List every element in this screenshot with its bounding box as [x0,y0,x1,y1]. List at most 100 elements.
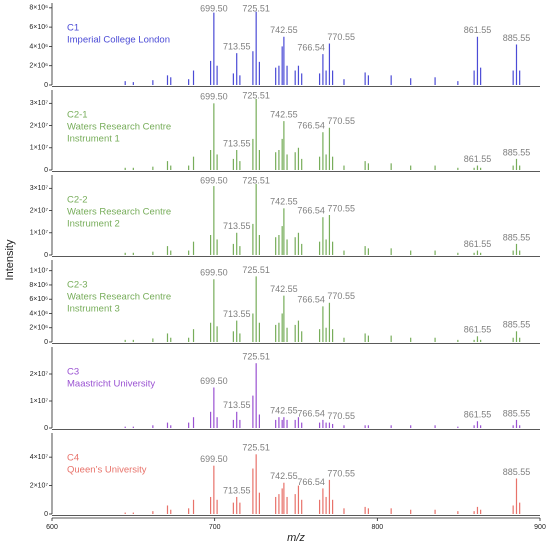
peak [515,44,518,85]
peak-label: 885.55 [503,232,531,242]
peak [297,147,300,170]
peak [343,508,345,514]
peak-label: 861.55 [464,154,492,164]
y-tick-label: 2×10⁷ [30,207,49,214]
peak [434,165,436,170]
peak [275,419,277,428]
panel-subtitle: Instrument 1 [67,134,120,145]
peak-label: 766.54 [297,43,325,53]
peak [188,422,190,428]
peak [152,338,154,342]
peak [322,54,324,85]
panel-title: C1 [67,23,79,34]
peak [188,250,190,255]
peak [213,103,215,170]
peak [258,492,260,514]
y-tick-label: 2×10⁶ [29,325,48,332]
peak [192,156,195,170]
peak [364,246,366,255]
peak [322,419,324,428]
peak [166,161,169,170]
peak [258,235,260,255]
peak [170,165,172,170]
peak [216,65,218,85]
peak [239,246,241,255]
peak [322,306,324,342]
peak-label: 725.51 [242,3,270,13]
peak [519,425,521,428]
peak [236,320,238,342]
peak [124,426,126,428]
peak [480,167,482,170]
panel-title: C2-3 [67,280,88,291]
peak-label: 713.55 [223,42,251,52]
peak [132,339,134,342]
peak [232,502,234,514]
peak-label: 766.54 [297,206,325,216]
peak [318,156,321,170]
peak [239,333,241,342]
peak [328,215,331,255]
peak [192,417,195,428]
peak [297,417,300,428]
peak [132,167,134,170]
peak [210,496,212,514]
y-tick-label: 0 [44,82,48,89]
peak [301,499,303,514]
panel-subtitle: Waters Research Centre [67,122,171,133]
peak [294,494,296,514]
peak [328,127,331,170]
y-tick-label: 6×10⁶ [29,296,48,303]
peak [476,336,479,342]
y-tick-label: 2×10⁶ [29,63,48,70]
panel-subtitle: Instrument 2 [67,219,120,230]
peak [512,337,514,342]
peak [410,509,412,514]
peak [278,417,280,428]
peak [152,166,154,170]
y-tick-label: 1×10⁷ [30,268,49,275]
peak [213,12,215,86]
peak-label: 766.54 [297,121,325,131]
peak [297,320,300,342]
peak [216,417,218,428]
peak [124,512,126,514]
peak [152,511,154,514]
peak [275,324,277,342]
peak [281,419,283,428]
peak [367,75,369,85]
peak [328,479,331,514]
peak [216,326,218,342]
peak [281,226,283,255]
panel-subtitle: Instrument 3 [67,304,120,315]
peak [255,11,257,86]
peak [166,422,169,428]
peak-label: 742.55 [270,197,298,207]
peak [434,425,436,428]
peak [476,421,479,428]
peak [390,248,392,255]
peak-label: 699.50 [200,175,228,185]
panel-subtitle: Waters Research Centre [67,292,171,303]
peak [519,502,521,514]
peak [367,163,369,170]
peak-label: 770.55 [327,32,355,42]
panel-subtitle: Maastricht University [67,379,155,390]
peak [410,165,412,170]
y-tick-label: 4×10⁷ [30,454,49,461]
peak-label: 742.55 [270,471,298,481]
peak [367,335,369,342]
peak [281,488,283,514]
y-tick-label: 4×10⁶ [29,43,48,50]
peak-label: 725.51 [242,175,270,185]
y-tick-label: 3×10⁷ [30,185,49,192]
y-tick-label: 1×10⁷ [30,398,49,405]
peak [192,241,195,255]
peak [473,339,475,342]
peak [364,506,366,514]
y-tick-label: 0 [44,339,48,346]
x-tick-label: 900 [534,524,546,531]
peak [252,138,254,170]
peak [332,329,334,342]
peak [166,75,169,85]
